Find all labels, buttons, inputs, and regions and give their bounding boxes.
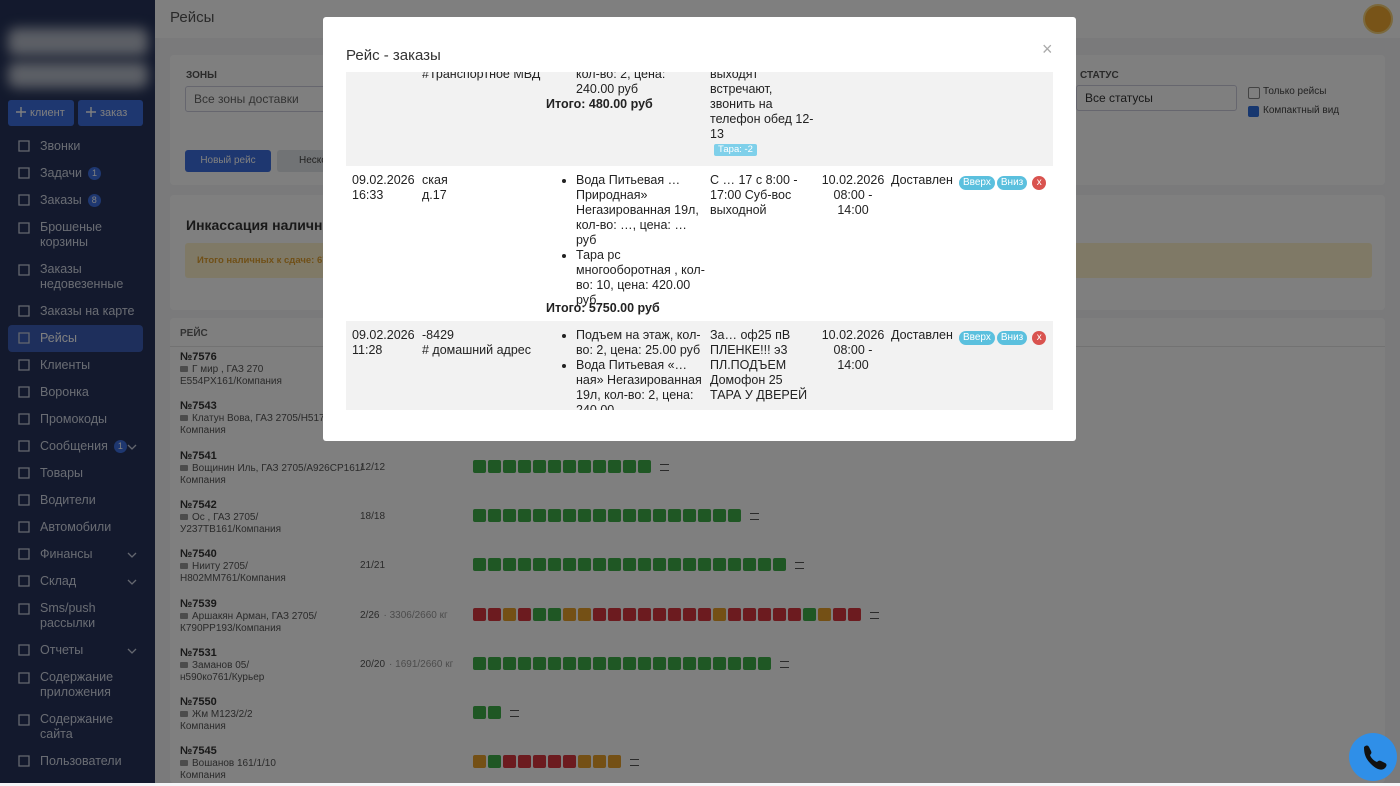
call-button[interactable] (1349, 733, 1397, 781)
order-items: кол-во: 2, цена: 240.00 руб (546, 72, 706, 97)
order-address: -8429 # домашний адрес (422, 328, 542, 358)
order-tag: Тара: -2 (714, 144, 757, 156)
order-address: ская д.17 (422, 173, 542, 203)
order-item: Вода Питьевая … Природная» Негазированна… (576, 173, 706, 248)
order-item: Вода Питьевая «…ная» Негазированная 19л,… (576, 358, 706, 410)
address-line: д.17 (422, 188, 447, 202)
items-list: Вода Питьевая … Природная» Негазированна… (546, 173, 706, 308)
close-button[interactable]: × (1042, 39, 1053, 59)
delete-button[interactable]: x (1032, 175, 1047, 190)
items-list: Подъем на этаж, кол-во: 2, цена: 25.00 р… (546, 328, 706, 410)
order-row-bg (346, 321, 1053, 410)
order-item: кол-во: 2, цена: 240.00 руб (576, 72, 666, 96)
order-status: Доставлен (891, 173, 953, 187)
address-line: #Транспортное МВД (422, 72, 541, 81)
order-status: Доставлен (891, 328, 953, 342)
orders-table: #Транспортное МВД кол-во: 2, цена: 240.00… (346, 72, 1053, 410)
order-comment: За… оф25 пВ ПЛЕНКЕ!!! э3 ПЛ.ПОДЪЕМ Домоф… (710, 328, 808, 402)
order-item: Тара рс многооборотная , кол-во: 10, цен… (576, 248, 706, 308)
order-created: 09.02.2026 16:33 (352, 173, 415, 202)
order-delivery: 10.02.2026 08:00 - 14:00 (821, 328, 885, 372)
order-comment: С … 17 с 8:00 - 17:00 Суб-вос выходной (710, 173, 798, 217)
address-line: ская (422, 173, 448, 187)
order-address: #Транспортное МВД (422, 72, 542, 82)
order-created: 09.02.2026 11:28 (352, 328, 415, 357)
order-total: Итого: 480.00 руб (546, 96, 653, 111)
phone-icon (1364, 745, 1387, 770)
address-line: -8429 (422, 328, 454, 342)
order-total: Итого: 5750.00 руб (546, 300, 660, 315)
order-row-bg (346, 166, 1053, 321)
move-button[interactable]: Вниз (996, 175, 1028, 190)
address-line: # домашний адрес (422, 343, 531, 357)
order-comment: выходят встречают, звонить на телефон об… (710, 72, 814, 141)
modal-title: Рейс - заказы (346, 47, 441, 64)
delete-button[interactable]: x (1032, 330, 1047, 345)
order-item: Подъем на этаж, кол-во: 2, цена: 25.00 р… (576, 328, 706, 358)
order-actions: Вверх Вниз x (959, 329, 1047, 347)
move-button[interactable]: Вверх (959, 330, 995, 345)
order-row-bg (346, 72, 1053, 166)
order-items: Вода Питьевая … Природная» Негазированна… (546, 173, 706, 308)
order-actions: Вверх Вниз x (959, 174, 1047, 192)
move-button[interactable]: Вниз (996, 330, 1028, 345)
order-items: Подъем на этаж, кол-во: 2, цена: 25.00 р… (546, 328, 706, 410)
move-button[interactable]: Вверх (959, 175, 995, 190)
order-delivery: 10.02.2026 08:00 - 14:00 (821, 173, 885, 217)
items-list: кол-во: 2, цена: 240.00 руб (546, 72, 706, 97)
